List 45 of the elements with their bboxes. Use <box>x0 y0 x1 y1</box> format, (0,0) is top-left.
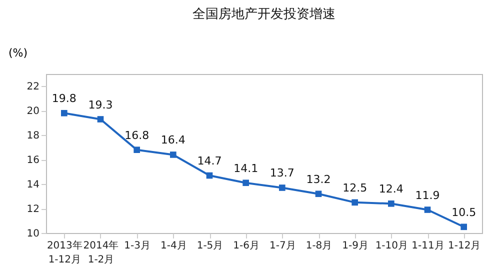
x-tick-label: 1-4月 <box>160 240 187 252</box>
y-tick-label: 22 <box>26 82 40 93</box>
y-axis-title: (%) <box>8 46 28 60</box>
point <box>388 200 394 207</box>
data-label: 16.4 <box>160 134 186 147</box>
point <box>61 110 68 116</box>
chart-title: 全国房地产开发投资增速 <box>192 6 336 22</box>
data-label: 16.8 <box>124 128 150 142</box>
point <box>352 199 358 206</box>
data-label: 19.8 <box>52 92 76 106</box>
x-tick-label: 1-9月 <box>342 240 369 252</box>
x-tick-label: 2014年 1-2月 <box>83 240 119 266</box>
data-label: 19.3 <box>88 98 113 112</box>
x-tick-label: 1-6月 <box>233 240 260 252</box>
data-label: 10.5 <box>452 206 476 219</box>
data-label: 12.5 <box>342 181 368 194</box>
y-tick-label: 14 <box>26 180 40 191</box>
x-tick-label: 1-11月 <box>412 240 444 252</box>
y-tick-label: 12 <box>26 204 40 216</box>
point <box>242 180 249 186</box>
x-tick-label: 1-7月 <box>269 240 296 252</box>
data-label: 13.2 <box>306 172 331 186</box>
x-tick-label: 1-3月 <box>124 240 151 252</box>
point <box>460 224 467 230</box>
x-tick-label: 2013年 1-12月 <box>46 240 82 266</box>
y-tick-label: 10 <box>26 228 40 240</box>
data-label: 13.7 <box>270 166 294 180</box>
x-tick-label: 1-8月 <box>306 240 332 252</box>
x-tick-label: 1-10月 <box>375 240 408 252</box>
x-tick-label: 1-12月 <box>448 240 481 252</box>
point <box>206 172 213 179</box>
point <box>424 206 431 213</box>
y-tick-label: 18 <box>26 130 40 142</box>
x-tick-label: 1-5月 <box>196 240 224 252</box>
point <box>315 190 322 198</box>
point <box>97 116 104 122</box>
point <box>134 146 140 153</box>
data-label: 12.4 <box>378 182 404 196</box>
point <box>279 184 286 191</box>
point <box>170 152 176 158</box>
data-label: 14.1 <box>234 162 258 175</box>
data-label: 11.9 <box>415 188 440 202</box>
y-tick-label: 16 <box>26 155 40 166</box>
y-tick-label: 20 <box>26 106 40 118</box>
data-label: 14.7 <box>197 154 222 168</box>
